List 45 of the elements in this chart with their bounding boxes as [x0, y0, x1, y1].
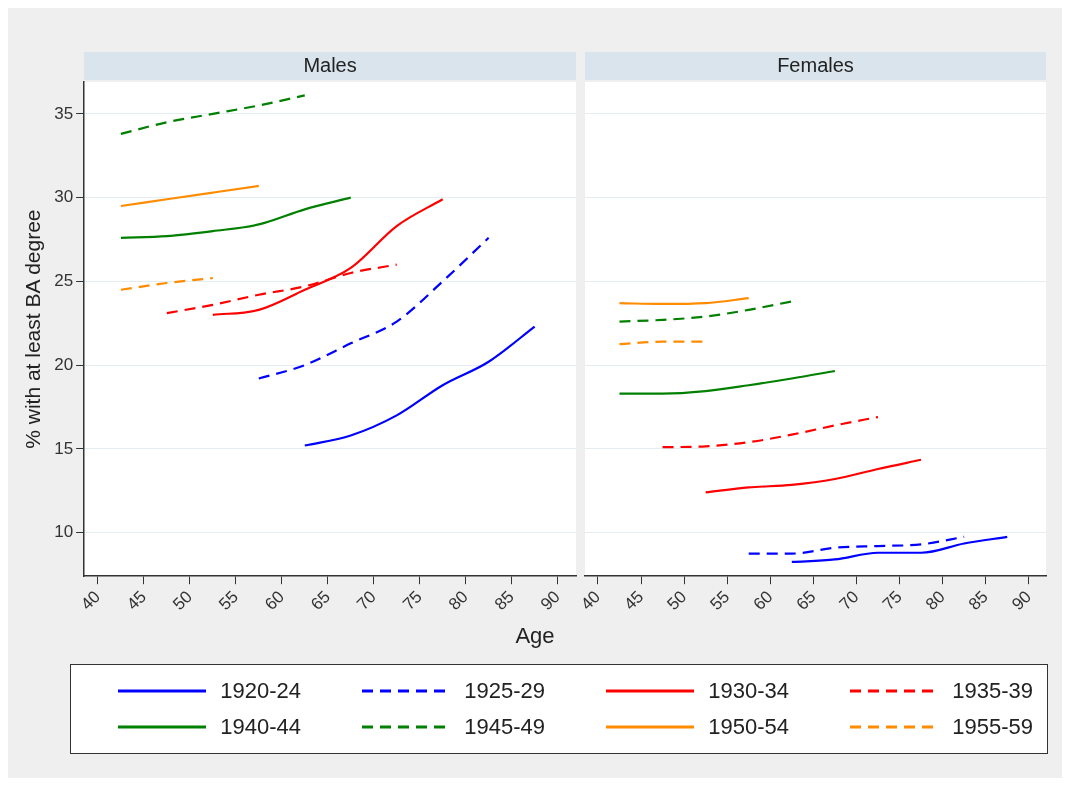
x-tick-label: 85 — [965, 587, 992, 614]
legend-label: 1925-29 — [464, 678, 545, 704]
x-tick-label: 75 — [399, 587, 426, 614]
x-tick-label: 60 — [261, 587, 288, 614]
x-tick-label: 90 — [536, 587, 564, 614]
line-series — [303, 325, 536, 447]
x-tick-label: 40 — [77, 587, 105, 614]
x-tick-label: 80 — [445, 587, 472, 614]
legend-label: 1955-59 — [952, 714, 1033, 740]
x-tick-label: 90 — [1008, 587, 1035, 614]
legend-label: 1930-34 — [708, 678, 789, 704]
legend-label: 1945-49 — [464, 714, 545, 740]
line-series — [119, 94, 306, 136]
x-tick-label: 50 — [169, 587, 196, 614]
y-tick-label: 10 — [54, 522, 74, 542]
x-tick-label: 80 — [921, 587, 949, 614]
line-series — [257, 236, 490, 380]
y-tick-label: 15 — [54, 438, 74, 458]
x-tick-label: 40 — [577, 587, 605, 614]
x-axis-title: Age — [514, 623, 556, 649]
x-tick-label: 50 — [663, 587, 691, 614]
y-tick-label: 30 — [54, 187, 74, 207]
legend-label: 1940-44 — [220, 714, 301, 740]
legend-label: 1935-39 — [952, 678, 1033, 704]
x-tick-label: 45 — [123, 587, 151, 614]
x-tick-label: 75 — [878, 587, 906, 614]
line-series — [119, 184, 260, 208]
legend-label: 1950-54 — [708, 714, 789, 740]
x-tick-label: 65 — [792, 587, 820, 614]
y-axis-title: % with at least BA degree — [21, 209, 45, 449]
x-tick-label: 60 — [749, 587, 777, 614]
legend-label: 1920-24 — [220, 678, 301, 704]
x-tick-label: 55 — [215, 587, 242, 614]
x-tick-label: 70 — [353, 587, 380, 614]
x-tick-label: 55 — [706, 587, 734, 614]
x-tick-label: 65 — [307, 587, 334, 614]
chart-title: Males — [303, 53, 357, 76]
y-tick-label: 20 — [54, 354, 74, 374]
chart-title: Females — [777, 53, 854, 76]
line-series — [119, 196, 352, 239]
y-tick-label: 35 — [54, 103, 74, 123]
x-tick-label: 85 — [490, 587, 518, 614]
x-tick-label: 45 — [620, 587, 648, 614]
x-tick-label: 70 — [835, 587, 863, 614]
y-tick-label: 25 — [54, 271, 74, 291]
